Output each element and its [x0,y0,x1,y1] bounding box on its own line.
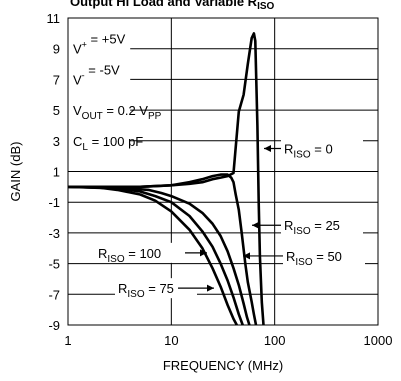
annotation-bg-3 [115,278,197,299]
annotation-label-4: RISO = 100 [98,246,161,265]
y-tick-label-3: 5 [53,103,60,118]
series-line-4 [67,185,238,326]
chart-title: Output Hi Load and Variable RISO [70,0,275,12]
x-tick-label-1: 10 [164,333,178,348]
x-tick-label-0: 1 [64,333,71,348]
series-line-0 [68,32,265,326]
annotation-arrowhead-4 [200,249,207,257]
y-tick-label-4: 3 [53,134,60,149]
chart-title-fragment: Output Hi Load and Variable RISO [70,0,275,12]
x-tick-label-3: 1000 [364,333,393,348]
y-tick-label-5: 1 [53,165,60,180]
annotation-label-1: RISO = 25 [284,218,340,237]
annotation-bg-4 [95,242,177,263]
annotation-arrowhead-1 [252,221,259,229]
y-tick-label-1: 9 [53,42,60,57]
series-annotations: RISO = 0 RISO = 25 RISO = 50 RISO = 75 RISO … [95,138,365,300]
series-line-2 [67,185,251,326]
y-tick-label-0: 11 [47,11,61,26]
test-conditions: V+ = +5V V- = -5V VOUT = 0.2 VPP CL = 100 p… [69,19,162,153]
series-line-3 [67,185,244,326]
conditions-box [69,19,130,144]
annotation-bg-0 [281,138,363,159]
annotation-label-0: RISO = 0 [284,141,333,160]
annotation-label-3: RISO = 75 [118,281,174,300]
condition-0: V+ = +5V [73,32,126,57]
y-tick-label-2: 7 [53,72,60,87]
y-tick-label-9: -7 [48,287,60,302]
y-tick-label-7: -3 [48,226,60,241]
y-tick-label-10: -9 [48,318,60,333]
y-axis-label: GAIN (dB) [8,142,23,202]
series-lines [67,32,265,326]
y-tick-label-8: -5 [48,257,60,272]
series-line-1 [68,173,258,326]
annotation-arrowhead-3 [207,284,214,292]
plot-frame [67,17,379,326]
condition-2: VOUT = 0.2 VPP [73,103,162,122]
condition-1: V- = -5V [73,62,120,87]
x-tick-label-2: 100 [264,333,286,348]
condition-3: CL = 100 pF [73,134,143,153]
annotation-bg-2 [283,245,365,266]
y-tick-label-6: -1 [48,195,60,210]
annotation-arrowhead-0 [264,144,271,152]
x-axis-label: FREQUENCY (MHz) [163,358,283,373]
x-tick-labels: 1 10 100 1000 [64,333,392,348]
y-tick-labels: 11 9 7 5 3 1 -1 -3 -5 -7 -9 [47,11,61,333]
annotation-label-2: RISO = 50 [286,249,342,268]
annotation-arrowhead-2 [243,252,250,260]
annotation-bg-1 [281,215,363,236]
